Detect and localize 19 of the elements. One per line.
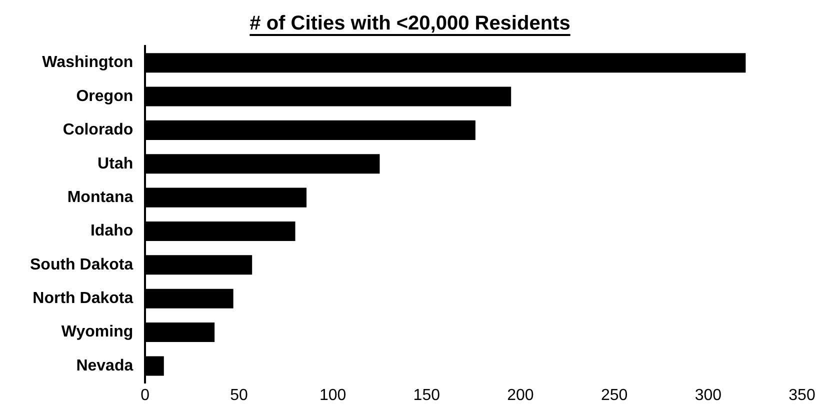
x-tick-label: 0 [140,386,150,404]
y-tick-label: Oregon [76,88,134,105]
y-tick-label: Washington [42,54,134,72]
y-tick-label: Nevada [76,357,134,374]
y-tick-label: South Dakota [30,256,134,274]
x-tick-label: 150 [413,386,440,404]
y-tick-label: Utah [98,155,134,172]
x-tick-label: 300 [694,386,722,404]
x-tick-label: 350 [788,386,816,404]
y-tick-label: Colorado [62,122,134,139]
y-tick-label: North Dakota [32,290,134,308]
x-tick-label: 200 [507,386,534,404]
y-tick-label: Montana [67,188,134,206]
x-tick-label: 50 [230,386,248,404]
x-tick-label: 250 [600,386,628,404]
x-tick-label: 100 [319,386,346,404]
chart-title: # of Cities with <20,000 Residents [250,12,570,35]
y-tick-label: Idaho [90,222,134,240]
y-tick-label: Wyoming [61,324,134,341]
